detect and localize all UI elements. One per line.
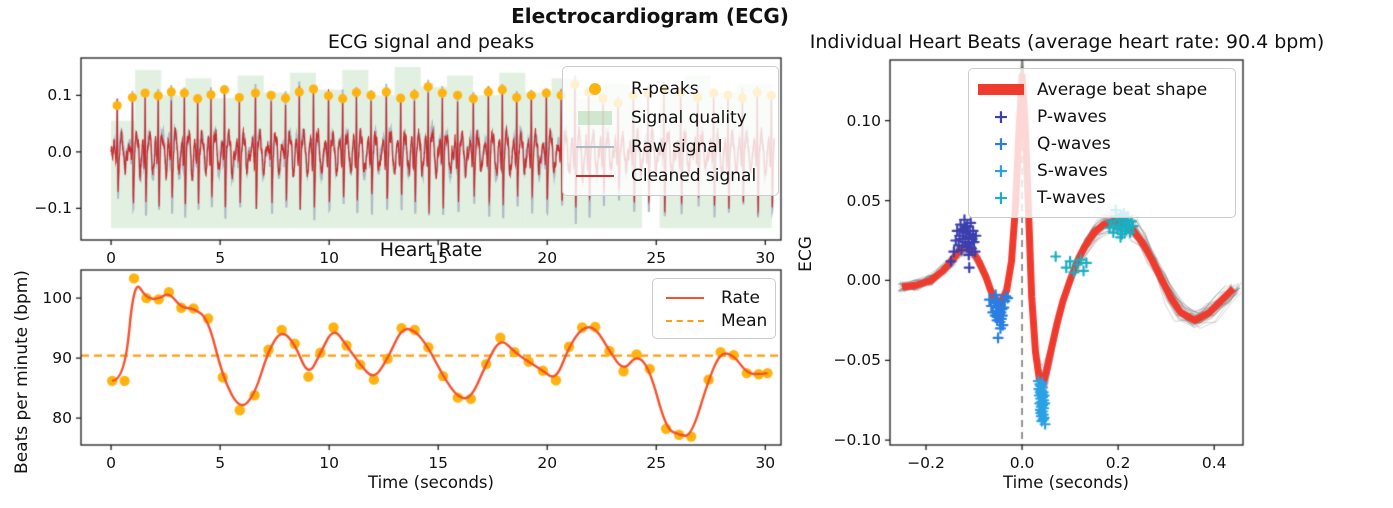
legend-item-t-waves: + T-waves bbox=[975, 188, 1225, 208]
signal-ytick-label: 0.0 bbox=[47, 142, 72, 161]
beats-ytick-label: −0.10 bbox=[833, 431, 882, 450]
rate-xtick-label: 0 bbox=[106, 454, 117, 472]
rate-plot-title: Heart Rate bbox=[379, 239, 483, 261]
rate-xtick-label: 20 bbox=[537, 454, 558, 472]
signal-xtick-label: 5 bbox=[215, 249, 226, 267]
signal-plot-title: ECG signal and peaks bbox=[327, 31, 535, 53]
t-wave-plus-icon: + bbox=[993, 187, 1009, 210]
legend-item-raw-signal: Raw signal bbox=[569, 137, 768, 157]
signal-xtick-label: 30 bbox=[755, 249, 776, 267]
rate-ytick-label: 100 bbox=[42, 289, 72, 308]
q-wave-plus-icon: + bbox=[993, 132, 1009, 155]
legend-item-mean: Mean bbox=[659, 311, 767, 331]
rate-yaxis-label: Beats per minute (bpm) bbox=[12, 270, 32, 474]
beats-xtick-label: −0.2 bbox=[907, 454, 945, 472]
average-beat-bar-icon bbox=[975, 84, 1027, 96]
rate-plot-legend: Rate Mean bbox=[652, 278, 776, 339]
signal-ytick-label: 0.1 bbox=[47, 86, 72, 105]
rate-xaxis-label: Time (seconds) bbox=[368, 473, 494, 492]
s-wave-plus-icon: + bbox=[993, 160, 1009, 183]
signal-xtick-label: 15 bbox=[428, 249, 449, 267]
rate-xtick-label: 5 bbox=[215, 454, 226, 472]
legend-item-cleaned-signal: Cleaned signal bbox=[569, 166, 768, 186]
rate-xtick-label: 30 bbox=[755, 454, 776, 472]
legend-item-average-beat: Average beat shape bbox=[975, 80, 1225, 100]
beats-xaxis-label: Time (seconds) bbox=[1003, 473, 1129, 492]
rate-xtick-label: 10 bbox=[319, 454, 340, 472]
legend-item-rate: Rate bbox=[659, 288, 765, 308]
legend-item-p-waves: + P-waves bbox=[975, 107, 1225, 127]
quality-patch-icon bbox=[569, 110, 621, 125]
legend-item-s-waves: + S-waves bbox=[975, 161, 1225, 181]
beats-xtick-label: 0.0 bbox=[1009, 454, 1035, 472]
p-wave-plus-icon: + bbox=[993, 105, 1009, 128]
beats-xtick-label: 0.2 bbox=[1105, 454, 1131, 472]
beats-plot-legend: Average beat shape + P-waves + Q-waves +… bbox=[968, 68, 1236, 218]
signal-xtick-label: 25 bbox=[646, 249, 667, 267]
r-peaks-dot-icon bbox=[569, 82, 621, 95]
legend-item-signal-quality: Signal quality bbox=[569, 108, 768, 128]
beats-xtick-label: 0.4 bbox=[1201, 454, 1227, 472]
raw-line-icon bbox=[569, 145, 621, 148]
signal-xtick-label: 0 bbox=[106, 249, 117, 267]
beats-ytick-label: 0.00 bbox=[846, 271, 881, 290]
beats-ytick-label: 0.10 bbox=[846, 111, 881, 130]
rate-ytick-label: 90 bbox=[52, 349, 72, 368]
signal-plot-legend: R-peaks Signal quality Raw signal Cleane… bbox=[562, 66, 779, 196]
beats-ytick-label: −0.05 bbox=[833, 351, 882, 370]
beats-plot-title: Individual Heart Beats (average heart ra… bbox=[809, 31, 1325, 53]
signal-xtick-label: 10 bbox=[319, 249, 340, 267]
cleaned-line-icon bbox=[569, 174, 621, 177]
rate-ytick-label: 80 bbox=[52, 409, 72, 428]
rate-xtick-label: 15 bbox=[428, 454, 449, 472]
legend-item-r-peaks: R-peaks bbox=[569, 79, 768, 99]
signal-ytick-label: −0.1 bbox=[34, 199, 72, 218]
beats-ytick-label: 0.05 bbox=[846, 191, 881, 210]
beats-yaxis-label: ECG bbox=[796, 236, 816, 272]
figure-title: Electrocardiogram (ECG) bbox=[511, 4, 789, 28]
legend-item-q-waves: + Q-waves bbox=[975, 134, 1225, 154]
mean-dash-icon bbox=[659, 320, 711, 323]
rate-line-icon bbox=[659, 296, 711, 299]
rate-xtick-label: 25 bbox=[646, 454, 667, 472]
signal-xtick-label: 20 bbox=[537, 249, 558, 267]
